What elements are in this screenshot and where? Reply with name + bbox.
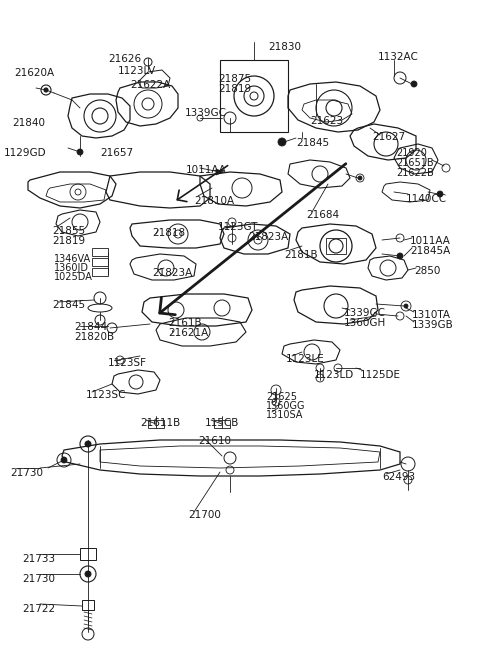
Text: 21625: 21625 [266,392,297,402]
Text: 21845A: 21845A [410,246,450,256]
Bar [82,600,94,610]
Text: 21845: 21845 [52,300,85,310]
Text: 1339GB: 1339GB [412,320,454,330]
Text: 21844: 21844 [74,322,107,332]
Text: 1123SF: 1123SF [108,358,147,368]
Text: 21920: 21920 [396,148,427,158]
Ellipse shape [397,253,403,259]
Bar [326,238,346,254]
Text: 21820B: 21820B [74,332,114,342]
Bar [80,548,96,560]
Ellipse shape [88,304,112,312]
Text: 21627: 21627 [372,132,405,142]
Text: 21855: 21855 [52,226,85,236]
Text: 21818: 21818 [152,228,185,238]
Text: 21733: 21733 [22,554,55,564]
Text: 62493: 62493 [382,472,415,482]
Text: 1025DA: 1025DA [54,272,93,282]
Text: 1011AA: 1011AA [410,236,451,246]
Text: 1140CC: 1140CC [406,194,447,204]
Text: 21823A: 21823A [248,232,288,242]
Ellipse shape [61,457,67,463]
Bar [148,420,164,428]
Ellipse shape [77,149,83,155]
Text: 21700: 21700 [188,510,221,520]
Text: 21819: 21819 [218,84,251,94]
Bar [220,60,288,132]
Text: 21611B: 21611B [140,418,180,428]
Ellipse shape [278,138,286,146]
Text: 21875: 21875 [218,74,251,84]
Text: 21684: 21684 [306,210,339,220]
Text: 1339GC: 1339GC [185,108,227,118]
Text: 1129GD: 1129GD [4,148,47,158]
Text: 1346VA: 1346VA [54,254,91,264]
Text: 1123SC: 1123SC [86,390,127,400]
Text: 1360JD: 1360JD [54,263,89,273]
Ellipse shape [44,88,48,92]
Text: 21622A: 21622A [130,80,170,90]
Text: 21610: 21610 [198,436,231,446]
Text: 2161B: 2161B [168,318,202,328]
Text: 1310SA: 1310SA [266,410,303,420]
Text: 21830: 21830 [268,42,301,52]
Text: 1125DE: 1125DE [360,370,401,380]
Text: 21730: 21730 [22,574,55,584]
Text: 2181B: 2181B [284,250,318,260]
Text: 21626: 21626 [108,54,141,64]
Bar [92,268,108,276]
Text: 1123LD: 1123LD [314,370,354,380]
Text: 21623: 21623 [310,116,343,126]
Text: 21621A: 21621A [168,328,208,338]
Bar [92,258,108,266]
Text: 1339GC: 1339GC [344,308,386,318]
Ellipse shape [404,304,408,308]
Text: 21722: 21722 [22,604,55,614]
Text: 2850: 2850 [414,266,440,276]
Text: 1123LV: 1123LV [118,66,156,76]
Text: 115CB: 115CB [205,418,240,428]
Ellipse shape [85,571,91,577]
Text: 21823A: 21823A [152,268,192,278]
Text: 1132AC: 1132AC [378,52,419,62]
Text: 1123LE: 1123LE [286,354,325,364]
Text: 21840: 21840 [12,118,45,128]
Bar [92,248,108,256]
Text: 1310TA: 1310TA [412,310,451,320]
Text: 1360GG: 1360GG [266,401,305,411]
Text: 21819: 21819 [52,236,85,246]
Text: 21651B: 21651B [396,158,433,168]
Text: 1123GT: 1123GT [218,222,259,232]
Ellipse shape [411,81,417,87]
Bar [214,420,230,428]
Text: 1011AA: 1011AA [186,165,227,175]
Text: 1360GH: 1360GH [344,318,386,328]
Ellipse shape [85,441,91,447]
Text: 21657: 21657 [100,148,133,158]
Text: 21845: 21845 [296,138,329,148]
Text: 21620A: 21620A [14,68,54,78]
Text: 21622B: 21622B [396,168,434,178]
Text: 21810A: 21810A [194,196,234,206]
Text: 21730: 21730 [10,468,43,478]
Polygon shape [216,169,224,175]
Ellipse shape [358,176,362,180]
Ellipse shape [437,191,443,197]
